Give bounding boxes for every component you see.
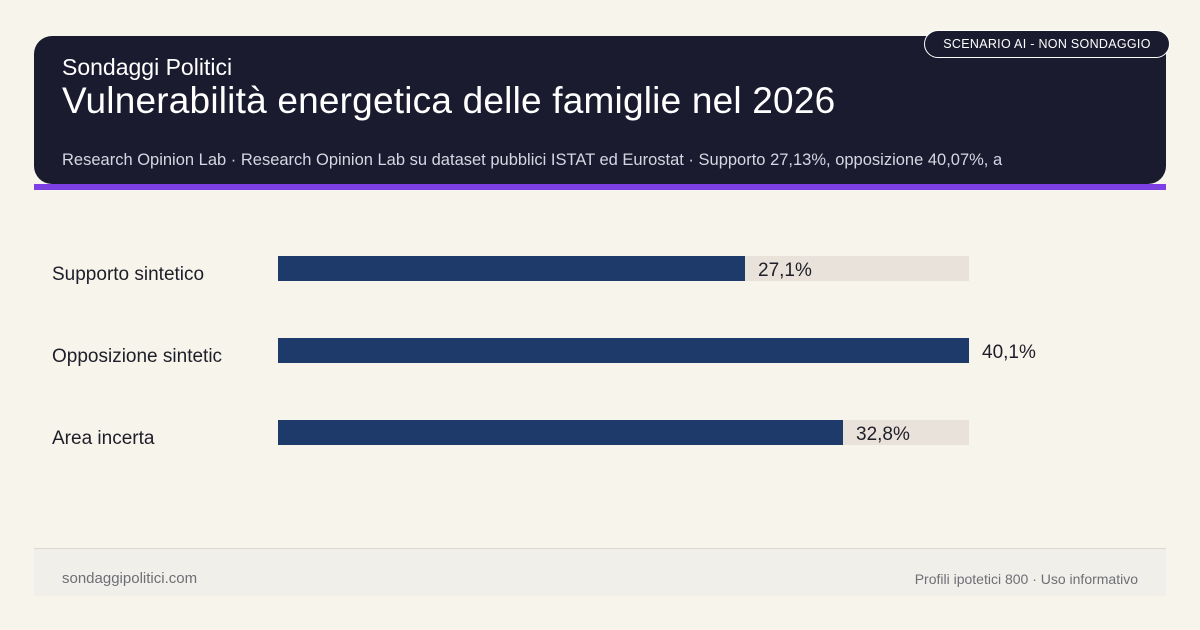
header-banner: Sondaggi Politici Vulnerabilità energeti… — [34, 36, 1166, 184]
brand-name: Sondaggi Politici — [62, 54, 233, 80]
bar-row: Area incerta 32,8% — [0, 420, 1200, 460]
bar-row: Supporto sintetico 27,1% — [0, 256, 1200, 296]
footer: sondaggipolitici.com Profili ipotetici 8… — [34, 548, 1166, 596]
bar-row: Opposizione sintetic 40,1% — [0, 338, 1200, 378]
bar — [278, 338, 969, 363]
bar-chart: Supporto sintetico 27,1% Opposizione sinte… — [0, 190, 1200, 530]
bar-value-label: 40,1% — [982, 342, 1036, 363]
accent-divider — [34, 184, 1166, 190]
footer-site: sondaggipolitici.com — [62, 570, 198, 587]
footer-note: Profili ipotetici 800 · Uso informativo — [914, 571, 1138, 587]
bar — [278, 420, 843, 445]
bar — [278, 256, 745, 281]
bar-category-label: Opposizione sintetic — [52, 346, 223, 367]
chart-title: Vulnerabilità energetica delle famiglie … — [62, 80, 836, 121]
scenario-badge: SCENARIO AI - NON SONDAGGIO — [924, 30, 1170, 58]
chart-subtitle: Research Opinion Lab · Research Opinion … — [62, 151, 1003, 169]
bar-category-label: Supporto sintetico — [52, 264, 205, 285]
bar-value-label: 27,1% — [758, 260, 812, 281]
bar-value-label: 32,8% — [856, 424, 910, 445]
bar-category-label: Area incerta — [52, 428, 155, 449]
